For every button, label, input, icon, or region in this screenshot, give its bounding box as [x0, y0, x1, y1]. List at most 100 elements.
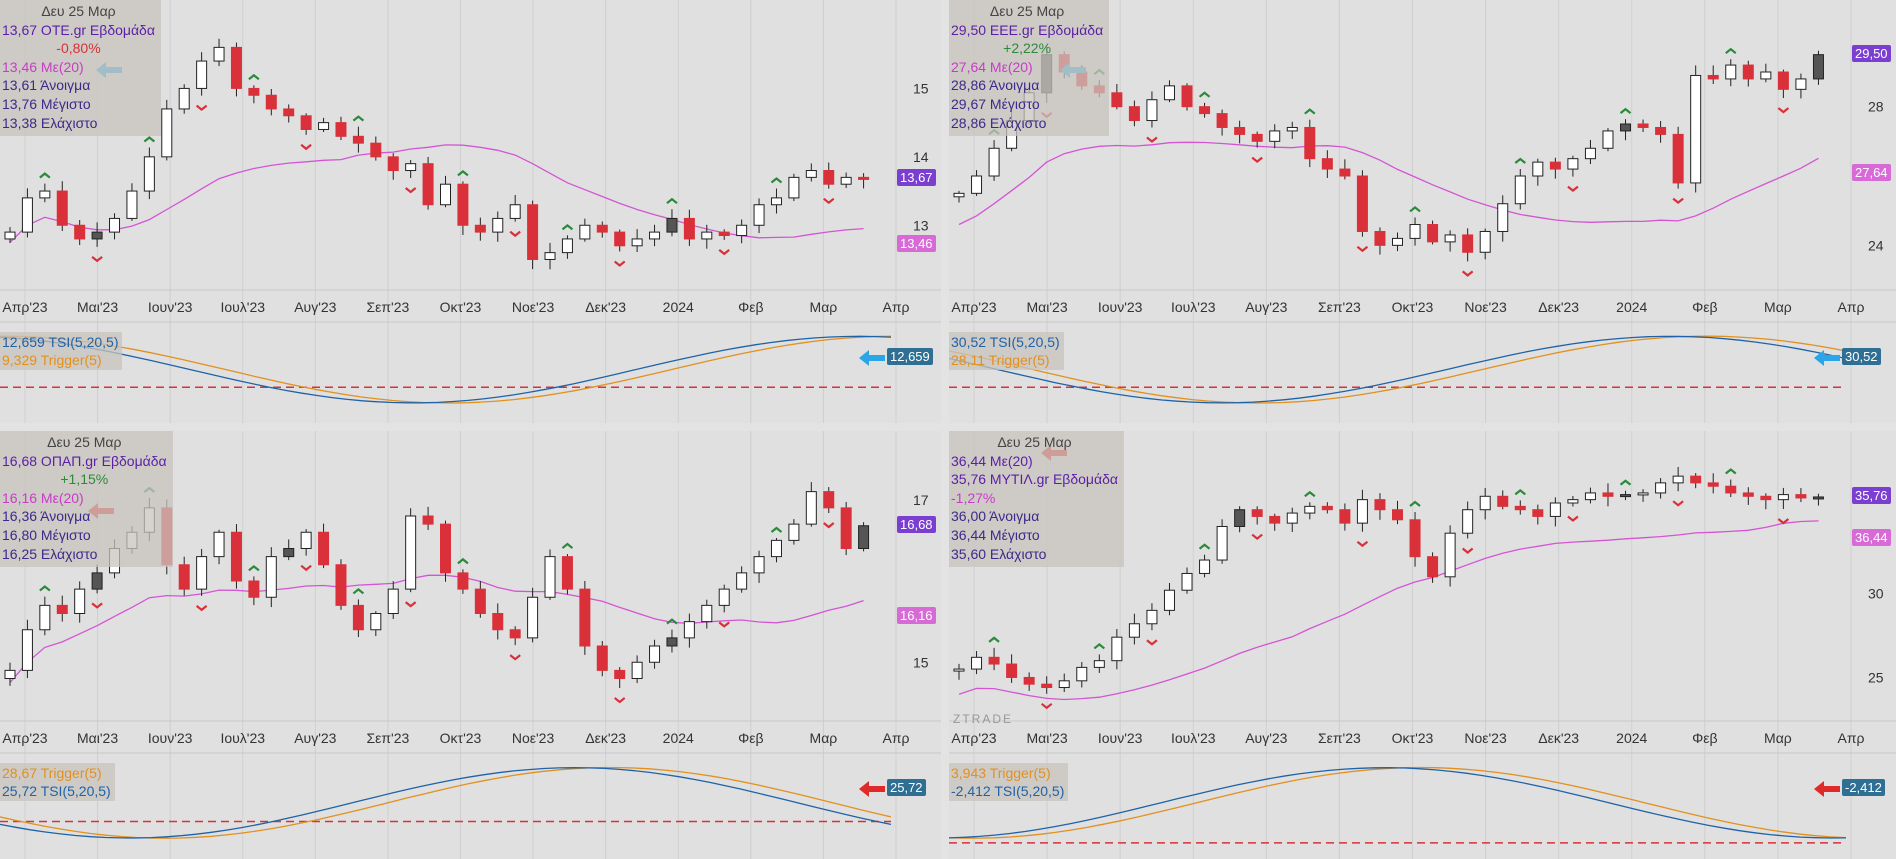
sell-signal-marker	[1567, 185, 1579, 193]
x-tick-label: Δεκ'23	[585, 730, 626, 746]
x-tick-label: 2024	[1616, 299, 1647, 315]
candle	[1497, 495, 1509, 507]
sell-signal-marker	[195, 604, 208, 612]
ma-tag: 16,16	[897, 606, 936, 624]
candle	[1497, 203, 1509, 232]
candle	[788, 176, 800, 199]
candle	[1286, 512, 1298, 524]
sell-signal-marker	[1777, 518, 1790, 525]
candle	[736, 572, 748, 590]
candle	[1181, 85, 1193, 108]
x-tick-label: Δεκ'23	[1538, 299, 1579, 315]
candle	[1620, 123, 1632, 132]
candle	[1532, 161, 1544, 177]
candle	[370, 613, 382, 631]
candle	[1128, 623, 1140, 638]
x-tick-label: Φεβ	[1692, 299, 1717, 315]
buy-signal-marker	[1725, 47, 1737, 55]
sell-signal-marker	[300, 143, 312, 151]
tsi-legend: 12,659 TSI(5,20,5) 9,329 Trigger(5)	[0, 332, 123, 370]
tsi-legend-entry: 3,943 Trigger(5)	[951, 765, 1051, 781]
tsi-tag: 30,52	[1842, 348, 1881, 365]
high-value: 13,76 Μέγιστο	[2, 95, 91, 112]
open-value: 13,61 Άνοιγμα	[2, 77, 91, 94]
buy-signal-marker	[1514, 157, 1526, 164]
candle	[988, 147, 1000, 177]
chart-panel-eee: Απρ'23 Μαι'23 Ιουν'23 Ιουλ'23 Αυγ'23 Σεπ'23 Οκ…	[949, 0, 1896, 423]
candle	[318, 122, 330, 130]
candle	[1742, 64, 1754, 80]
candle	[509, 204, 521, 219]
candle	[4, 231, 16, 240]
candle	[1479, 230, 1491, 253]
candle	[1777, 494, 1789, 501]
candle	[422, 163, 434, 206]
ohlc-info-box: Δευ 25 Μαρ 13,67 OTE.gr Εβδομάδα -0,80% 13,…	[0, 0, 161, 137]
candle	[21, 197, 33, 233]
tsi-legend: 3,943 Trigger(5) -2,412 TSI(5,20,5)	[949, 763, 1069, 801]
candle	[805, 170, 817, 178]
x-tick-label: Ιουν'23	[1098, 730, 1143, 746]
high-value: 16,80 Μέγιστο	[2, 526, 91, 543]
buy-signal-marker	[1619, 479, 1632, 486]
candle	[1760, 495, 1772, 501]
buy-signal-marker	[1093, 643, 1106, 650]
tsi-arrow-icon	[859, 350, 885, 366]
candle	[230, 531, 242, 582]
candle	[1234, 126, 1246, 135]
candle	[1549, 161, 1561, 170]
tsi-line	[949, 335, 1847, 404]
candle	[492, 613, 504, 631]
candle	[1163, 85, 1175, 101]
candle	[858, 525, 870, 549]
candle	[335, 564, 347, 606]
candle	[91, 231, 103, 240]
candle	[1462, 234, 1474, 253]
high-value: 36,44 Μέγιστο	[951, 526, 1040, 543]
x-tick-label: Μαι'23	[1027, 299, 1068, 315]
candle	[561, 238, 573, 254]
candle	[213, 531, 225, 558]
chart-svg-ote: Απρ'23 Μαι'23 Ιουν'23 Ιουλ'23 Αυγ'23 Σεπ'23 Οκ…	[0, 0, 941, 423]
sell-signal-marker	[823, 522, 835, 529]
buy-signal-marker	[352, 588, 365, 595]
buy-signal-marker	[457, 169, 469, 177]
x-tick-label: Αυγ'23	[1245, 730, 1287, 746]
buy-signal-marker	[457, 557, 469, 565]
x-tick-label: Μαι'23	[77, 299, 118, 315]
candle	[1356, 499, 1368, 524]
candle	[440, 183, 451, 206]
candle	[335, 122, 347, 137]
x-tick-label: Αυγ'23	[294, 730, 336, 746]
ma-line: 27,64 Με(20)	[951, 58, 1033, 75]
x-tick-label: Αυγ'23	[1245, 299, 1287, 315]
candle	[1584, 147, 1596, 160]
candle	[1392, 509, 1403, 521]
candle	[1374, 499, 1386, 511]
candle	[1058, 680, 1070, 689]
candle	[840, 176, 852, 185]
candle	[1181, 572, 1193, 591]
x-tick-label: Σεπ'23	[367, 730, 410, 746]
x-tick-label: Δεκ'23	[1538, 730, 1579, 746]
date: Δευ 25 Μαρ	[989, 3, 1065, 19]
buy-signal-marker	[561, 223, 574, 231]
candle	[701, 604, 713, 623]
candle	[527, 596, 539, 639]
candle	[1462, 509, 1474, 534]
sell-signal-marker	[1461, 547, 1474, 554]
candle	[1251, 509, 1263, 517]
x-tick-label: Οκτ'23	[440, 299, 482, 315]
x-tick-label: Αυγ'23	[294, 299, 336, 315]
buy-signal-marker	[666, 197, 678, 205]
candle	[1602, 130, 1614, 149]
candle	[1374, 230, 1386, 246]
candle	[770, 197, 782, 206]
ma-line: -1,27%	[951, 489, 996, 506]
x-tick-label: 2024	[1616, 730, 1647, 746]
candle	[474, 224, 486, 233]
trigger-line	[0, 766, 892, 839]
buy-signal-marker	[39, 172, 51, 179]
candle	[1216, 113, 1228, 128]
candle	[265, 556, 277, 598]
